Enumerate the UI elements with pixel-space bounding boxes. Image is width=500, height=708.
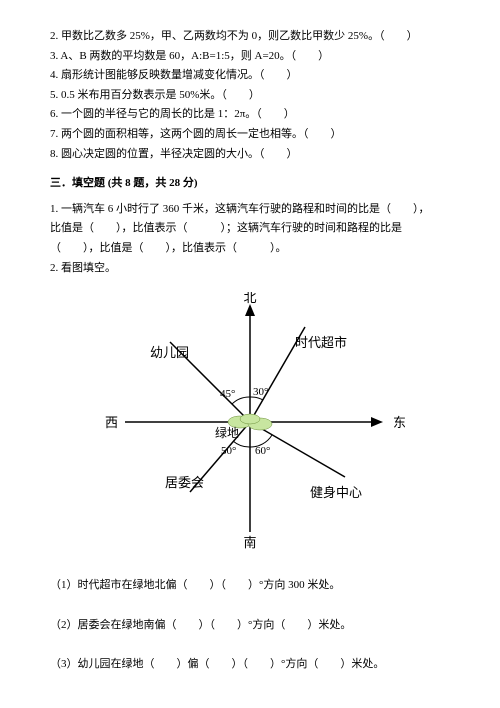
- tf-question-8: 8. 圆心决定圆的位置，半径决定圆的大小。（ ）: [50, 146, 450, 164]
- fill-blank-q1-line3: （ ），比值是（ ），比值表示（ ）。: [50, 240, 450, 258]
- label-angle60: 60°: [255, 445, 270, 457]
- fill-blank-q1-line1: 1. 一辆汽车 6 小时行了 360 千米，这辆汽车行驶的路程和时间的比是（ ）…: [50, 201, 450, 219]
- label-angle45: 45°: [220, 388, 235, 400]
- label-kindergarten: 幼儿园: [150, 345, 189, 360]
- fill-blank-q2: 2. 看图填空。: [50, 260, 450, 278]
- label-fitness: 健身中心: [310, 485, 362, 500]
- label-south: 南: [243, 535, 256, 550]
- label-supermarket: 时代超市: [295, 335, 347, 350]
- sub-question-1: （1）时代超市在绿地北偏（ ）（ ）°方向 300 米处。: [50, 577, 450, 595]
- label-east: 东: [393, 415, 405, 430]
- sub-question-2: （2）居委会在绿地南偏（ ）（ ）°方向（ ）米处。: [50, 617, 450, 635]
- label-north: 北: [243, 292, 256, 305]
- label-committee: 居委会: [165, 475, 204, 490]
- tf-question-4: 4. 扇形统计图能够反映数量增减变化情况。（ ）: [50, 67, 450, 85]
- label-west: 西: [105, 415, 118, 430]
- fill-blank-q1-line2: 比值是（ ），比值表示（ ）；这辆汽车行驶的时间和路程的比是: [50, 220, 450, 238]
- tf-question-5: 5. 0.5 米布用百分数表示是 50%米。（ ）: [50, 87, 450, 105]
- label-center: 绿地: [215, 425, 239, 440]
- section-3-title: 三．填空题 (共 8 题，共 28 分): [50, 175, 450, 193]
- tf-question-7: 7. 两个圆的面积相等，这两个圆的周长一定也相等。（ ）: [50, 126, 450, 144]
- label-angle50: 50°: [221, 445, 236, 457]
- compass-diagram: 北 南 东 西 幼儿园 时代超市 绿地 居委会 健身中心 45° 30° 50°…: [50, 292, 450, 552]
- sub-question-3: （3）幼儿园在绿地（ ）偏（ ）（ ）°方向（ ）米处。: [50, 656, 450, 674]
- tf-question-3: 3. A、B 两数的平均数是 60，A:B=1:5，则 A=20。（ ）: [50, 48, 450, 66]
- tf-question-6: 6. 一个圆的半径与它的周长的比是 1：2π。（ ）: [50, 106, 450, 124]
- tf-question-2: 2. 甲数比乙数多 25%，甲、乙两数均不为 0，则乙数比甲数少 25%。（ ）: [50, 28, 450, 46]
- label-angle30: 30°: [253, 386, 268, 398]
